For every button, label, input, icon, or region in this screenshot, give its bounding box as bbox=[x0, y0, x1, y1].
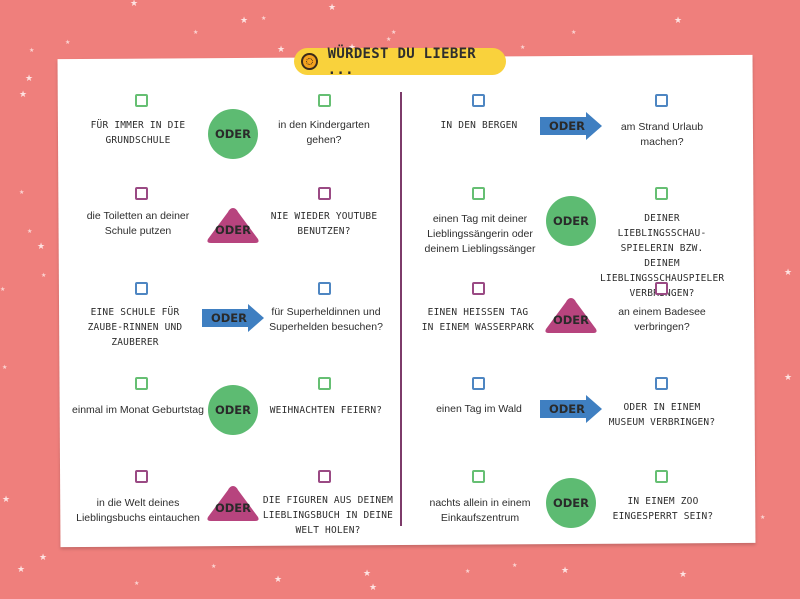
checkbox-option-b[interactable] bbox=[655, 187, 668, 200]
checkbox-option-b[interactable] bbox=[318, 470, 331, 483]
oder-badge-circle: ODER bbox=[546, 478, 596, 528]
star-decoration: ★ bbox=[240, 16, 249, 26]
option-b-text: NIE WIEDER YOUTUBE BENUTZEN? bbox=[270, 211, 378, 237]
star-decoration: ★ bbox=[784, 268, 793, 278]
oder-label: ODER bbox=[214, 127, 252, 141]
checkbox-option-a[interactable] bbox=[472, 282, 485, 295]
star-decoration: ★ bbox=[369, 583, 378, 593]
checkbox-option-b[interactable] bbox=[655, 94, 668, 107]
star-decoration: ★ bbox=[37, 242, 46, 252]
oder-label: ODER bbox=[214, 223, 252, 237]
oder-label: ODER bbox=[552, 313, 590, 327]
star-decoration: ★ bbox=[17, 565, 26, 575]
oder-label: ODER bbox=[552, 214, 590, 228]
star-decoration: ★ bbox=[465, 568, 471, 575]
star-decoration: ★ bbox=[27, 228, 33, 235]
oder-badge-circle: ODER bbox=[546, 196, 596, 246]
option-b-text: für Superheldinnen und Superhelden besuc… bbox=[269, 306, 383, 333]
option-b-text: ODER IN EINEM MUSEUM VERBRINGEN? bbox=[608, 402, 716, 428]
checkbox-option-a[interactable] bbox=[472, 377, 485, 390]
oder-badge-triangle: ODER bbox=[205, 205, 261, 245]
oder-badge-arrow: ODER bbox=[540, 395, 602, 423]
star-decoration: ★ bbox=[561, 566, 570, 576]
star-decoration: ★ bbox=[2, 495, 11, 505]
star-decoration: ★ bbox=[211, 563, 217, 570]
star-decoration: ★ bbox=[363, 569, 372, 579]
oder-badge-circle: ODER bbox=[208, 385, 258, 435]
option-a-text: einmal im Monat Geburtstag bbox=[72, 404, 204, 416]
oder-label: ODER bbox=[548, 402, 586, 416]
oder-badge-circle: ODER bbox=[208, 109, 258, 159]
checkbox-option-b[interactable] bbox=[318, 282, 331, 295]
star-decoration: ★ bbox=[674, 16, 683, 26]
star-decoration: ★ bbox=[193, 29, 199, 36]
option-a-text: nachts allein in einem Einkaufszentrum bbox=[429, 497, 531, 524]
star-decoration: ★ bbox=[2, 364, 8, 371]
option-b-text: an einem Badesee verbringen? bbox=[618, 306, 706, 333]
star-decoration: ★ bbox=[679, 570, 688, 580]
option-a-text: IN DEN BERGEN bbox=[440, 120, 518, 131]
oder-badge-arrow: ODER bbox=[202, 304, 264, 332]
checkbox-option-b[interactable] bbox=[655, 282, 668, 295]
option-b-text: WEIHNACHTEN FEIERN? bbox=[269, 405, 383, 416]
page-title: WÜRDEST DU LIEBER ... bbox=[327, 45, 477, 78]
checkbox-option-a[interactable] bbox=[472, 94, 485, 107]
oder-label: ODER bbox=[552, 496, 590, 510]
oder-label: ODER bbox=[548, 119, 586, 133]
checkbox-option-a[interactable] bbox=[472, 470, 485, 483]
option-b-text: DIE FIGUREN AUS DEINEM LIEBLINGSBUCH IN … bbox=[262, 495, 394, 536]
star-decoration: ★ bbox=[274, 575, 283, 585]
option-a-text: einen Tag mit deiner Lieblingssängerin o… bbox=[424, 213, 536, 255]
star-decoration: ★ bbox=[134, 580, 140, 587]
option-a-text: FÜR IMMER IN DIE GRUNDSCHULE bbox=[90, 120, 186, 146]
star-decoration: ★ bbox=[19, 90, 28, 100]
checkbox-option-a[interactable] bbox=[472, 187, 485, 200]
option-a-text: einen Tag im Wald bbox=[436, 403, 522, 415]
checkbox-option-b[interactable] bbox=[655, 377, 668, 390]
star-decoration: ★ bbox=[520, 44, 526, 51]
option-a-text: in die Welt deines Lieblingsbuchs eintau… bbox=[76, 497, 200, 524]
checkbox-option-b[interactable] bbox=[318, 94, 331, 107]
star-decoration: ★ bbox=[65, 39, 71, 46]
star-decoration: ★ bbox=[261, 15, 267, 22]
checkbox-option-a[interactable] bbox=[135, 94, 148, 107]
star-decoration: ★ bbox=[571, 29, 577, 36]
checkbox-option-b[interactable] bbox=[655, 470, 668, 483]
star-decoration: ★ bbox=[41, 272, 47, 279]
column-divider bbox=[400, 92, 402, 526]
title-banner: WÜRDEST DU LIEBER ... bbox=[294, 45, 506, 78]
option-b-text: am Strand Urlaub machen? bbox=[620, 121, 704, 148]
oder-badge-arrow: ODER bbox=[540, 112, 602, 140]
checkbox-option-a[interactable] bbox=[135, 470, 148, 483]
star-decoration: ★ bbox=[386, 36, 392, 43]
checkbox-option-b[interactable] bbox=[318, 377, 331, 390]
oder-badge-triangle: ODER bbox=[205, 483, 261, 523]
option-a-text: EINEN HEISSEN TAG IN EINEM WASSERPARK bbox=[421, 307, 535, 333]
star-decoration: ★ bbox=[328, 3, 337, 13]
oder-label: ODER bbox=[214, 403, 252, 417]
sun-icon bbox=[301, 53, 318, 70]
star-decoration: ★ bbox=[391, 29, 397, 36]
option-b-text: in den Kindergarten gehen? bbox=[278, 119, 370, 146]
star-decoration: ★ bbox=[19, 189, 25, 196]
checkbox-option-a[interactable] bbox=[135, 282, 148, 295]
checkbox-option-a[interactable] bbox=[135, 377, 148, 390]
star-decoration: ★ bbox=[760, 514, 766, 521]
star-decoration: ★ bbox=[39, 553, 48, 563]
oder-badge-triangle: ODER bbox=[543, 295, 599, 335]
checkbox-option-a[interactable] bbox=[135, 187, 148, 200]
oder-label: ODER bbox=[210, 311, 248, 325]
star-decoration: ★ bbox=[0, 286, 6, 293]
star-decoration: ★ bbox=[29, 47, 35, 54]
star-decoration: ★ bbox=[25, 74, 34, 84]
option-a-text: die Toiletten an deiner Schule putzen bbox=[86, 210, 190, 237]
star-decoration: ★ bbox=[130, 0, 139, 9]
star-decoration: ★ bbox=[784, 373, 793, 383]
option-a-text: EINE SCHULE FÜR ZAUBE-RINNEN UND ZAUBERE… bbox=[87, 307, 183, 348]
star-decoration: ★ bbox=[277, 45, 286, 55]
oder-label: ODER bbox=[214, 501, 252, 515]
checkbox-option-b[interactable] bbox=[318, 187, 331, 200]
star-decoration: ★ bbox=[512, 562, 518, 569]
option-b-text: IN EINEM ZOO EINGESPERRT SEIN? bbox=[612, 496, 714, 522]
